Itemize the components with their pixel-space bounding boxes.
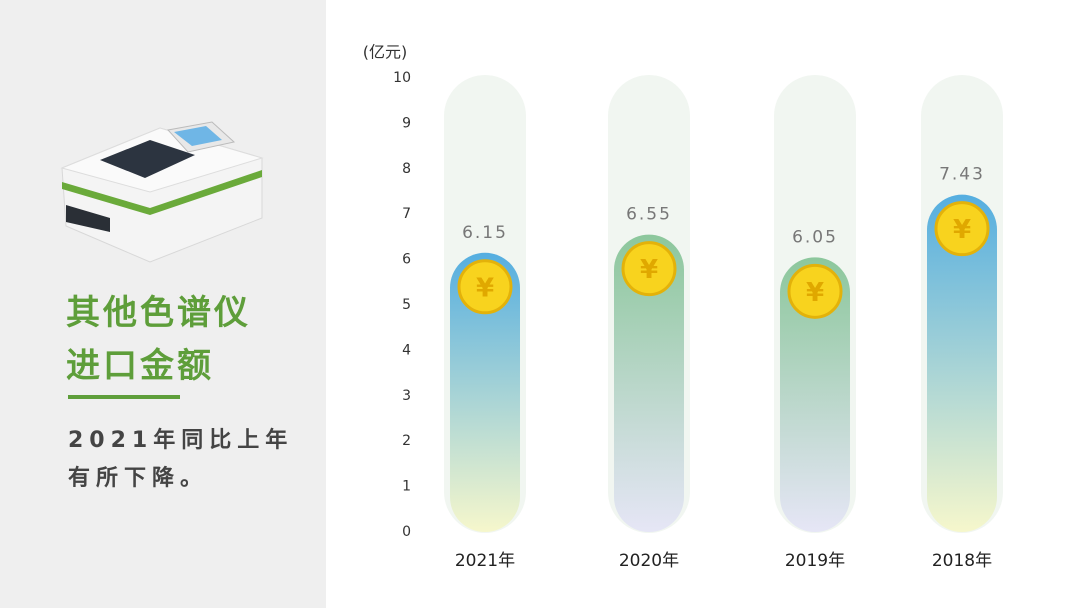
bar xyxy=(450,252,520,533)
y-tick-label: 3 xyxy=(402,388,411,404)
y-tick-label: 1 xyxy=(402,479,411,495)
coin-symbol: ¥ xyxy=(476,273,494,303)
x-tick-label: 2021年 xyxy=(455,551,515,571)
coin-symbol: ¥ xyxy=(806,278,824,308)
x-tick-label: 2020年 xyxy=(619,551,679,571)
value-label: 6.55 xyxy=(626,205,672,225)
x-tick-label: 2019年 xyxy=(785,551,845,571)
coin-symbol: ¥ xyxy=(953,215,971,245)
y-tick-label: 8 xyxy=(402,161,411,177)
y-tick-label: 9 xyxy=(402,115,411,131)
y-tick-label: 10 xyxy=(393,70,411,86)
y-tick-label: 5 xyxy=(402,297,411,313)
y-tick-label: 6 xyxy=(402,252,411,268)
value-label: 6.15 xyxy=(462,223,508,243)
sidebar: 其他色谱仪 进口金额 2021年同比上年 有所下降。 xyxy=(0,0,326,608)
coin xyxy=(787,263,843,319)
value-label: 6.05 xyxy=(792,227,838,247)
title-underline xyxy=(68,395,180,399)
y-axis-label: (亿元) xyxy=(363,43,408,62)
instrument-illustration xyxy=(60,121,264,263)
note: 有所下降。 xyxy=(68,466,209,491)
slide-title: 进口金额 xyxy=(66,346,214,386)
y-tick-label: 4 xyxy=(402,342,411,358)
coin xyxy=(621,241,677,297)
bar xyxy=(780,257,850,532)
y-tick-label: 2 xyxy=(402,433,411,449)
chart: (亿元) 0 1 2 3 4 5 6 7 8 9 10 6.15 ¥2021年 6.55 ¥2020年 6.0… xyxy=(363,43,1003,571)
coin-symbol: ¥ xyxy=(640,255,658,285)
coin xyxy=(934,201,990,257)
bar xyxy=(614,234,684,532)
y-tick-label: 7 xyxy=(402,206,411,222)
bar xyxy=(927,194,997,533)
x-tick-label: 2018年 xyxy=(932,551,992,571)
note: 2021年同比上年 xyxy=(68,428,294,453)
coin xyxy=(457,259,513,315)
slide-title: 其他色谱仪 xyxy=(66,293,251,333)
value-label: 7.43 xyxy=(939,165,985,185)
y-tick-label: 0 xyxy=(402,524,411,540)
